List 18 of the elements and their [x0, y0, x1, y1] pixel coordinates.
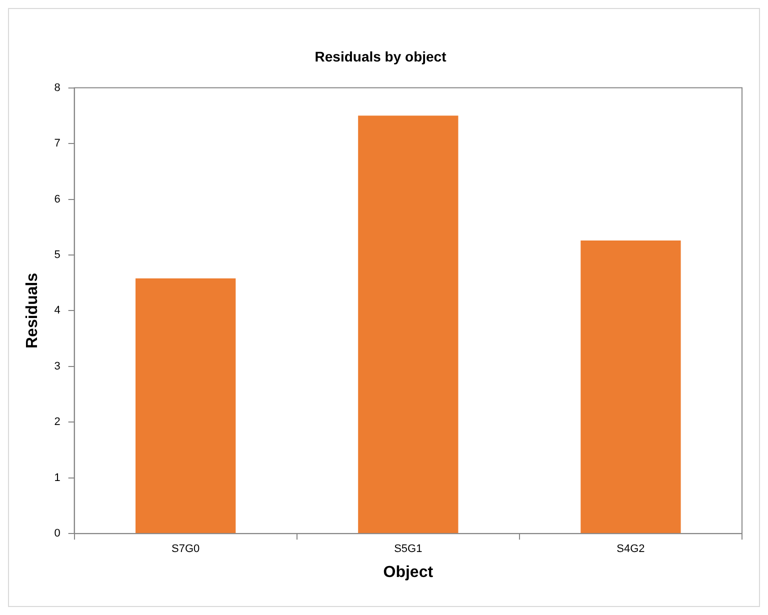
- y-tick-label: 1: [54, 472, 60, 484]
- y-tick-label: 3: [54, 360, 60, 372]
- x-tick-label: S5G1: [394, 543, 422, 556]
- bar: [358, 116, 458, 534]
- y-tick-label: 0: [54, 528, 60, 540]
- bar: [136, 278, 236, 534]
- y-tick-label: 7: [54, 138, 60, 150]
- x-axis-title: Object: [383, 564, 434, 581]
- x-tick-label: S4G2: [616, 543, 645, 556]
- y-axis-title: Residuals: [24, 272, 42, 348]
- y-tick-label: 6: [54, 193, 60, 206]
- chart-title: Residuals by object: [314, 48, 447, 64]
- y-tick-label: 2: [54, 416, 60, 428]
- x-tick-label: S7G0: [172, 543, 200, 556]
- y-tick-label: 4: [54, 304, 60, 317]
- bar: [580, 240, 681, 534]
- y-tick-label: 8: [54, 82, 60, 94]
- y-tick-label: 5: [54, 249, 60, 262]
